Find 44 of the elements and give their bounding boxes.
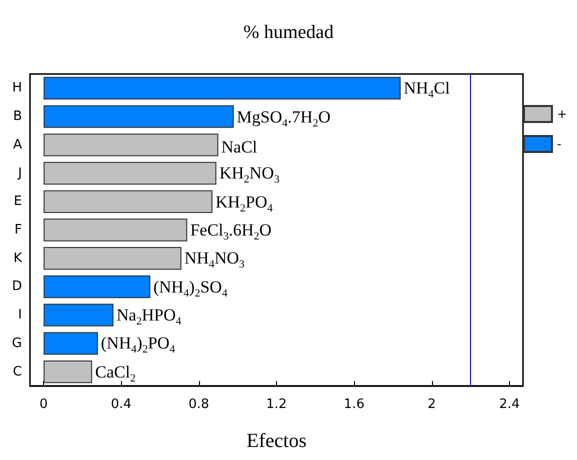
y-tick-label: I [18, 308, 22, 323]
bar [44, 275, 150, 298]
annotation: FeCl$_{3}$.6H$_{2}$O [190, 220, 272, 243]
bar [44, 247, 182, 270]
bar [44, 304, 114, 326]
bar [44, 332, 98, 355]
y-tick-label: D [12, 279, 22, 294]
annotation: Na$_{2}$HPO$_{4}$ [116, 305, 182, 328]
y-tick-label: A [13, 137, 22, 152]
y-tick-label: G [12, 336, 22, 351]
annotation: (NH$_{4}$)$_{2}$SO$_{4}$ [153, 277, 228, 300]
y-tick-label: E [14, 194, 22, 210]
x-tick-label: 2.4 [499, 397, 520, 412]
annotation: MgSO$_{4}$.7H$_{2}$O [236, 106, 330, 130]
chart-title: % humedad [243, 22, 334, 43]
bar [44, 134, 218, 156]
annotation: NaCl [221, 137, 258, 156]
x-axis-title: Efectos [246, 430, 307, 452]
annotation: CaCl$_{2}$ [95, 362, 136, 385]
x-tick-label: 0.4 [110, 397, 132, 412]
bar [44, 360, 92, 384]
y-tick-label: J [17, 166, 22, 181]
x-tick-label: 2 [428, 397, 436, 412]
y-tick-label: B [13, 109, 22, 124]
y-tick-label: K [13, 250, 22, 266]
legend-label: - [556, 137, 562, 151]
x-tick-label: 0 [39, 397, 48, 412]
annotation: KH$_{2}$NO$_{3}$ [219, 164, 280, 186]
bar [44, 76, 401, 100]
bar [44, 105, 234, 128]
bar [44, 162, 216, 185]
bar [44, 218, 188, 242]
annotation: NH$_{4}$Cl [404, 78, 450, 101]
y-tick-label: H [12, 80, 22, 96]
x-tick-label: 1.6 [344, 397, 364, 412]
x-tick-label: 1.2 [266, 397, 287, 412]
y-tick-label: F [14, 222, 22, 238]
annotation: KH$_{2}$PO$_{4}$ [215, 192, 273, 214]
bar [44, 190, 212, 213]
x-tick-label: 0.8 [188, 397, 210, 412]
y-tick-label: C [12, 364, 22, 380]
annotation: NH$_{4}$NO$_{3}$ [184, 248, 245, 272]
annotation: (NH$_{4}$)$_{2}$PO$_{4}$ [100, 334, 176, 356]
legend-label: + [556, 107, 568, 121]
